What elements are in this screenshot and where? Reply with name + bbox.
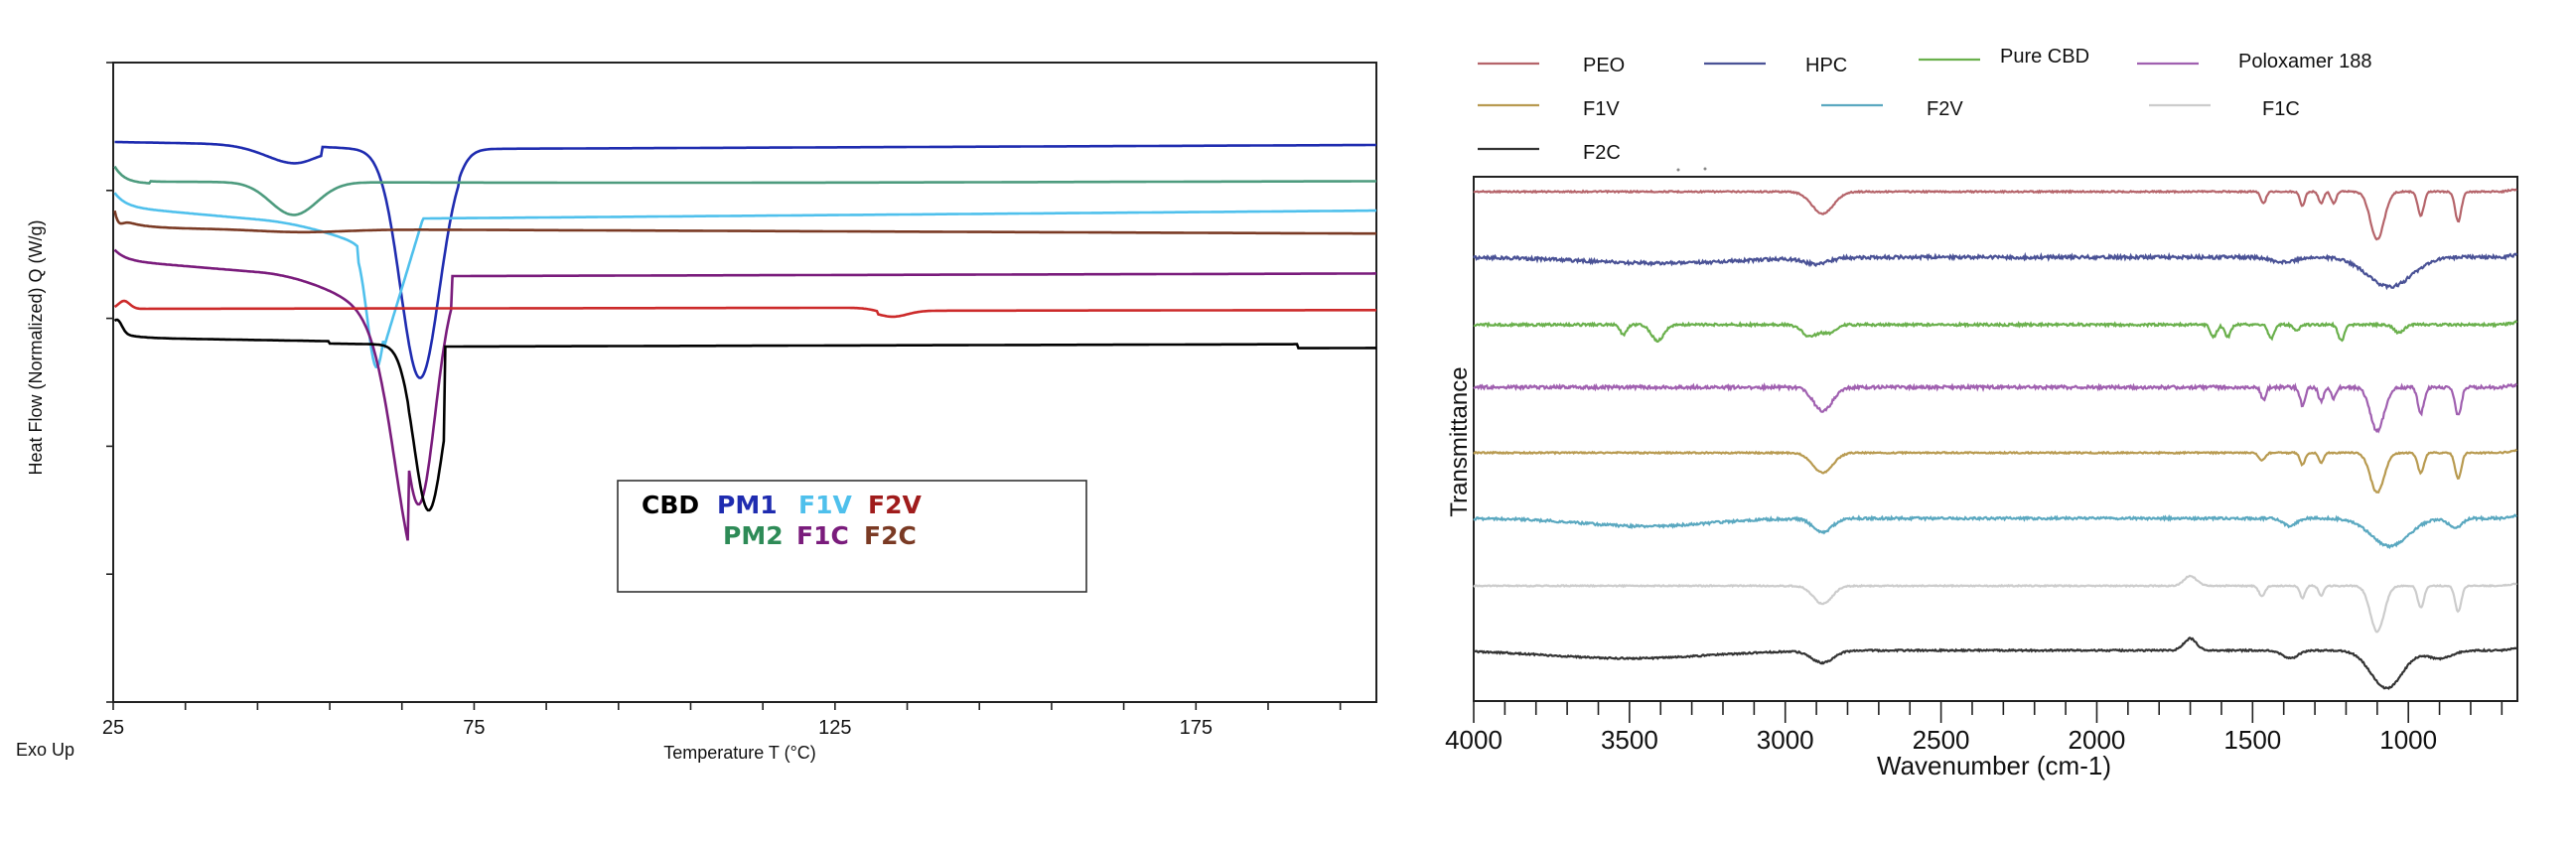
dsc-series-cbd [113, 318, 1376, 512]
dsc-x-tick-label: 75 [463, 717, 485, 739]
dsc-legend-pm1: PM1 [717, 491, 778, 519]
ftir-y-axis-label: Transmittance [1446, 366, 1473, 516]
dsc-x-tick-label: 25 [102, 717, 124, 739]
ftir-x-tick-label: 1500 [2223, 725, 2281, 755]
dsc-legend-pm2: PM2 [723, 521, 784, 550]
dsc-corner-note: Exo Up [16, 740, 74, 760]
dsc-legend-f1c: F1C [796, 521, 849, 550]
ftir-legend-label-f2v: F2V [1927, 98, 1963, 120]
ftir-series-f2c [1473, 636, 2517, 690]
ftir-series-hpc [1473, 251, 2518, 291]
dsc-legend-f1v: F1V [798, 491, 852, 519]
ftir-legend-label-peo: PEO [1583, 55, 1625, 76]
ftir-x-tick-label: 2500 [1913, 725, 1970, 755]
ftir-series-pure-cbd [1473, 320, 2518, 344]
ftir-x-tick-label: 1000 [2379, 725, 2437, 755]
dsc-chart: 25 75 125 175 Heat Flow (Normalized) Q (W/g… [16, 62, 1377, 763]
dsc-plot-frame [112, 62, 1377, 703]
ftir-legend-label-f1v: F1V [1583, 98, 1620, 120]
ftir-legend-label-pure-cbd: Pure CBD [2000, 46, 2089, 68]
ftir-x-axis-label: Wavenumber (cm-1) [1877, 751, 2111, 780]
ftir-x-tick-label: 3500 [1601, 725, 1658, 755]
ftir-legend-label-f1c: F1C [2262, 98, 2300, 120]
ftir-x-tick-label: 4000 [1445, 725, 1503, 755]
ftir-series-peo [1473, 188, 2517, 241]
ftir-x-tick-label: 3000 [1757, 725, 1814, 755]
dsc-y-ticks [106, 62, 113, 703]
ftir-series-group [1473, 188, 2518, 690]
dsc-y-axis-label: Heat Flow (Normalized) Q (W/g) [26, 219, 46, 475]
dsc-x-ticks: 25 75 125 175 [102, 702, 1342, 739]
dsc-series-pm2 [113, 165, 1376, 216]
ftir-series-f1v [1473, 448, 2518, 495]
dsc-series-f1c [113, 248, 1376, 541]
dsc-x-tick-label: 125 [818, 717, 851, 739]
ftir-plot-frame [1473, 176, 2518, 702]
ftir-legend-label-hpc: HPC [1805, 55, 1847, 76]
dsc-x-axis-label: Temperature T (°C) [663, 743, 816, 763]
ftir-x-tick-label: 2000 [2069, 725, 2126, 755]
dsc-legend-entries: CBD PM1 F1V F2V PM2 F1C F2C [642, 491, 922, 550]
dsc-legend-f2v: F2V [868, 491, 922, 519]
ftir-series-f1c [1473, 574, 2517, 634]
dsc-series-f2v [113, 299, 1376, 319]
ftir-speck [1676, 168, 1680, 172]
dsc-legend-box [617, 480, 1087, 593]
dsc-legend-f2c: F2C [864, 521, 917, 550]
dsc-series-group [113, 140, 1376, 541]
ftir-series-poloxamer-188 [1473, 381, 2517, 434]
ftir-legend-label-f2c: F2C [1583, 142, 1621, 164]
ftir-legend-label-poloxamer-188: Poloxamer 188 [2238, 51, 2372, 72]
ftir-series-f2v [1473, 513, 2517, 550]
ftir-speck [1703, 167, 1707, 171]
ftir-x-ticks: 4000 3500 3000 2500 2000 1500 1000 [1445, 701, 2504, 755]
dsc-x-tick-label: 175 [1180, 717, 1213, 739]
ftir-legend: PEO HPC Pure CBD Poloxamer 188 F1V F2V F1C F2C [1478, 46, 2372, 164]
dsc-series-pm1 [114, 140, 1376, 379]
dsc-legend-cbd: CBD [642, 491, 699, 519]
dsc-series-f2c [113, 210, 1376, 235]
